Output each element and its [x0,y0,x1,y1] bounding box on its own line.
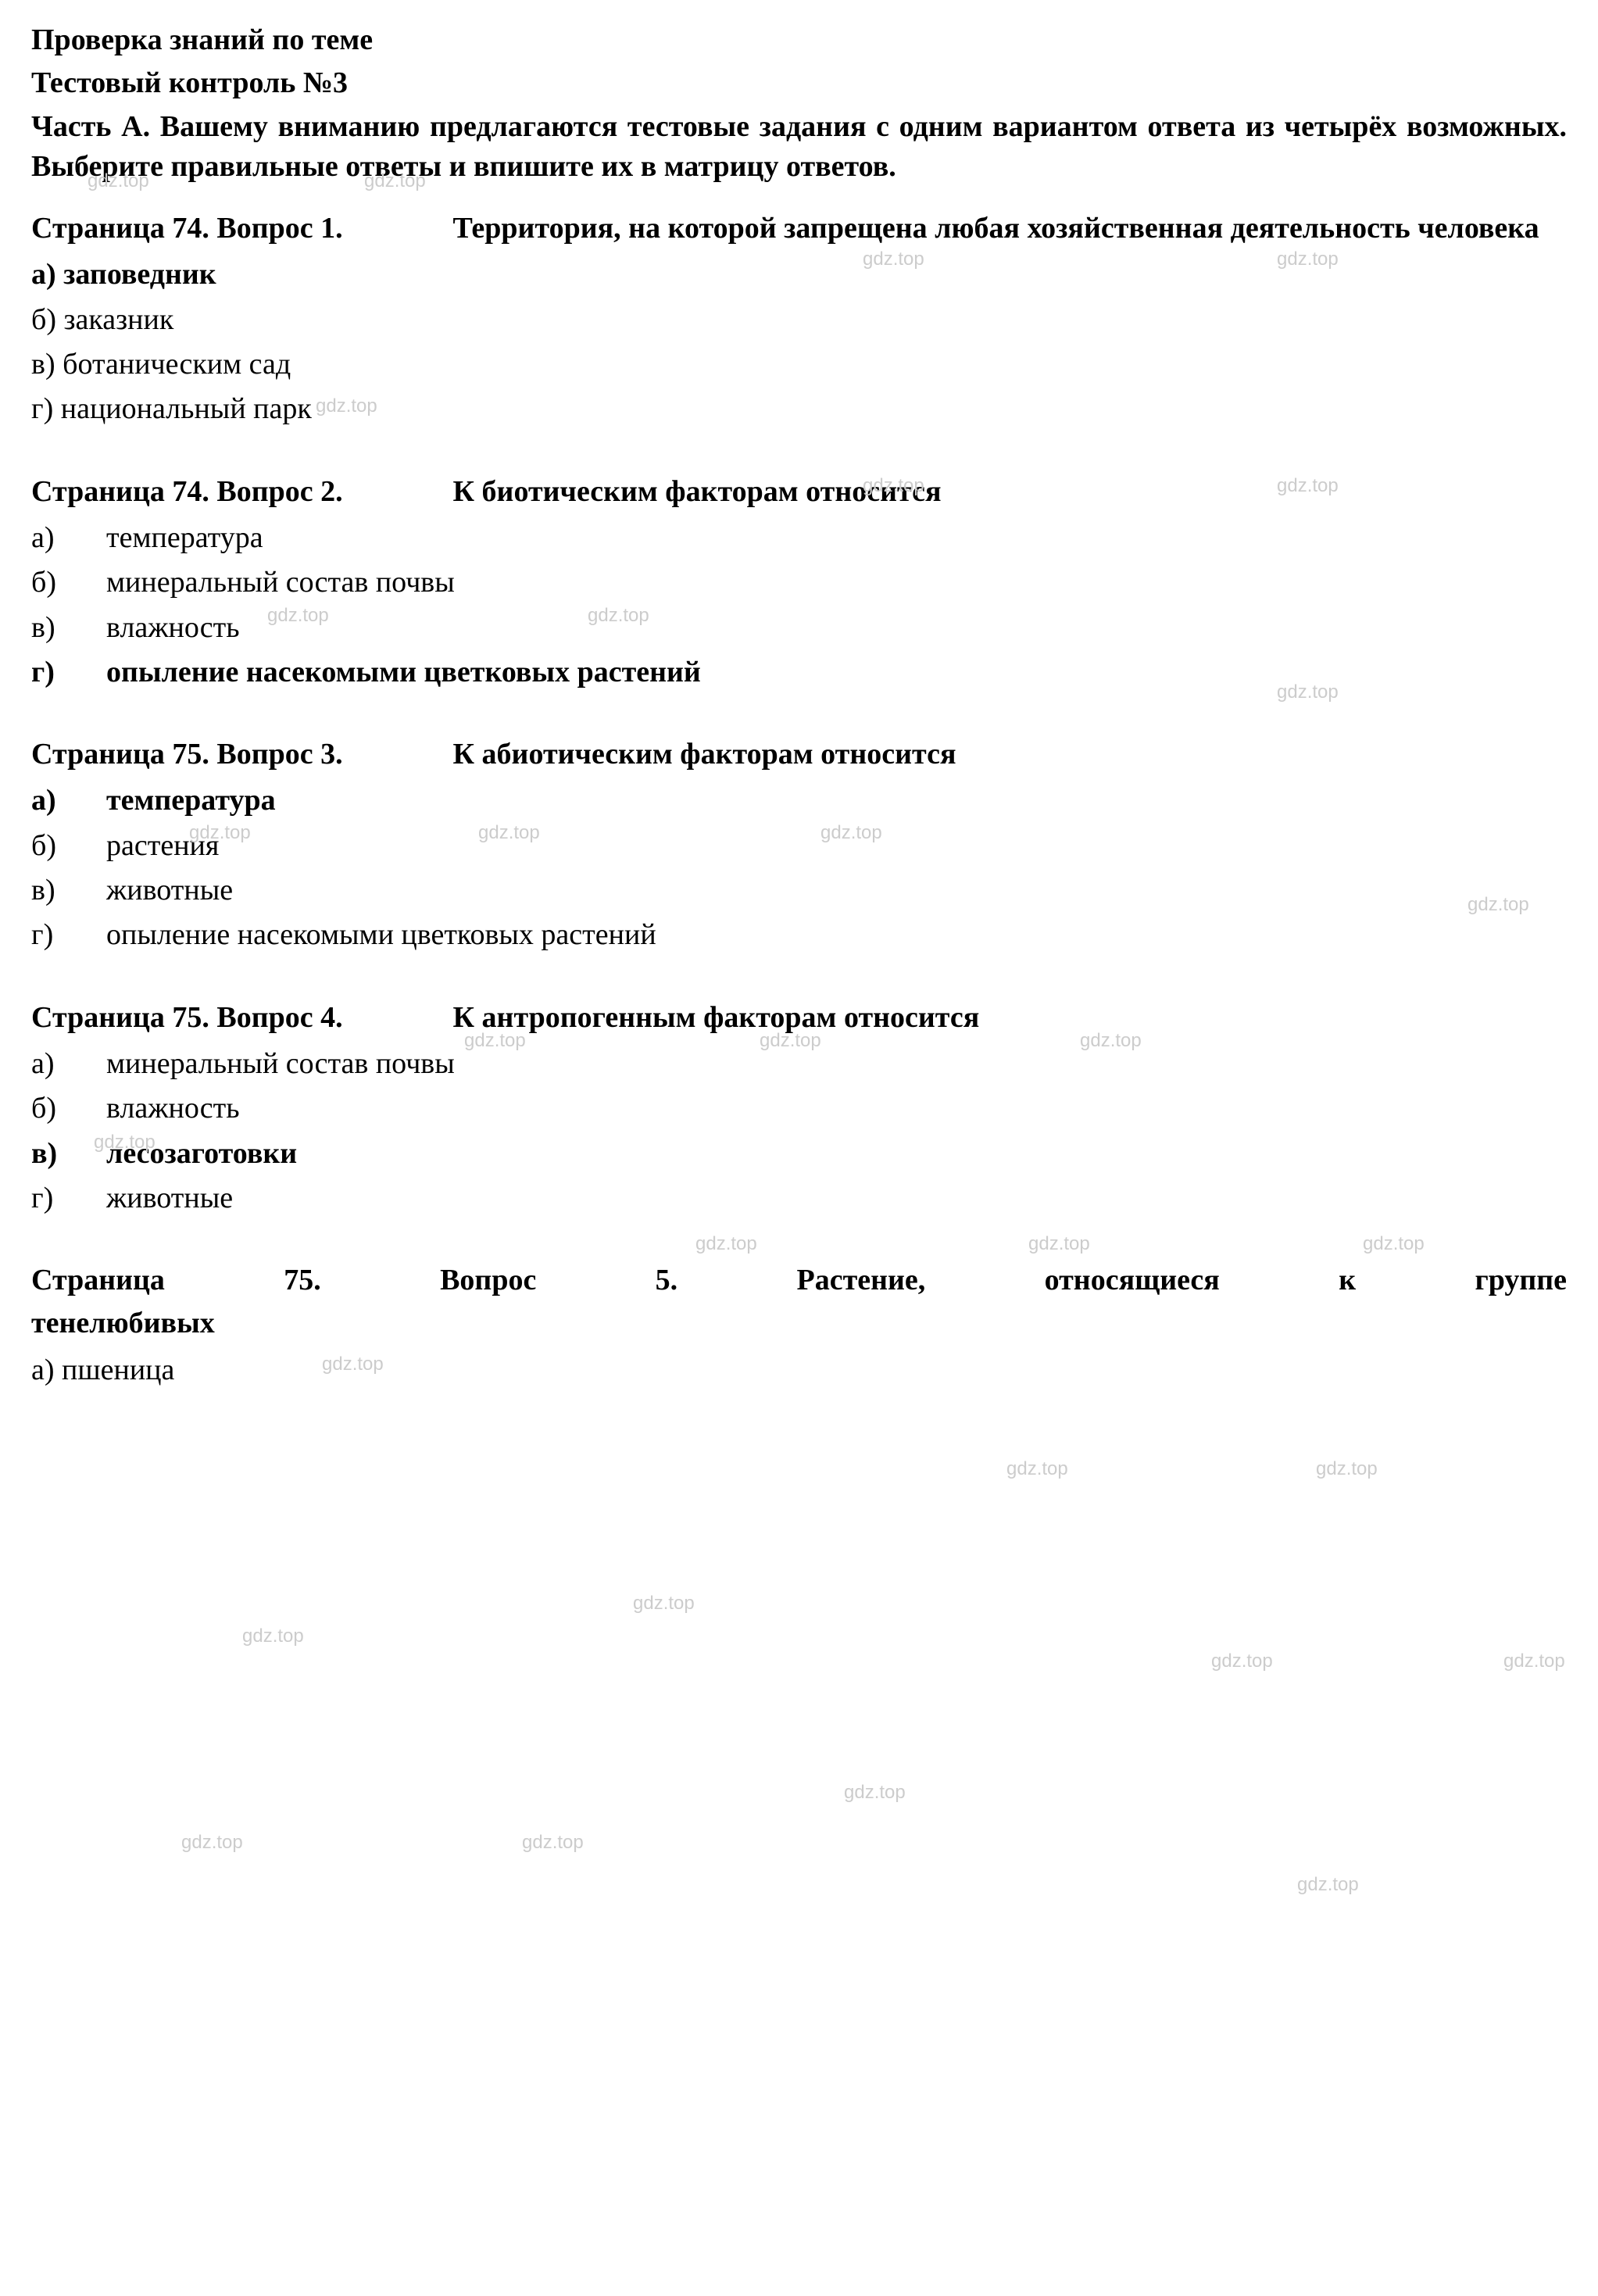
part-a-intro: Часть А. Вашему вниманию предлагаются те… [31,107,1567,188]
option-text: заповедник [63,258,216,291]
header-line-1: Проверка знаний по теме [31,20,1567,60]
option-text: опыление насекомыми цветковых растений [106,915,656,955]
option-text: животные [106,1178,233,1218]
question-block: Страница 75. Вопрос 4. К антропогенным ф… [31,998,1567,1218]
question-text-part: к [1339,1264,1475,1296]
option-text: заказник [64,303,174,336]
answer-option: г)опыление насекомыми цветковых растений [31,915,1567,955]
header-line-2: Тестовый контроль №3 [31,63,1567,103]
answer-option: а)температура [31,518,1567,558]
option-text: минеральный состав почвы [106,563,455,603]
option-letter: а) [31,518,106,558]
answer-option: в) ботаническим сад [31,345,1567,384]
question-lead: Страница 75. Вопрос 4. [31,998,445,1038]
question-text: К абиотическим факторам относится [445,738,956,771]
option-letter: г) [31,915,106,955]
watermark-text: gdz.top [844,1780,906,1805]
question-block: Страница 74. Вопрос 1. Территория, на ко… [31,209,1567,429]
option-letter: г) [31,1178,106,1218]
answer-option: а) пшеница [31,1350,1567,1390]
question-title: Страница 74. Вопрос 1. Территория, на ко… [31,209,1567,249]
option-letter: а) [31,781,106,821]
option-text: растения [106,826,219,866]
question-lead: Страница 74. Вопрос 2. [31,472,445,512]
answer-option: а)минеральный состав почвы [31,1044,1567,1084]
watermark-text: gdz.top [1316,1457,1378,1482]
answer-option: б) заказник [31,300,1567,340]
question-title: Страница 75. Вопрос 3. К абиотическим фа… [31,735,1567,774]
watermark-text: gdz.top [1211,1649,1273,1674]
option-letter: г) [31,653,106,692]
option-text: ботаническим сад [63,348,291,381]
watermark-text: gdz.top [633,1591,695,1616]
answer-option: г)опыление насекомыми цветковых растений [31,653,1567,692]
answer-option: а) заповедник [31,255,1567,295]
watermark-text: gdz.top [522,1830,584,1855]
option-letter: б) [31,826,106,866]
question-text-part: Растение, [677,1264,1044,1296]
answer-option: б)растения [31,826,1567,866]
option-letter: а) [31,1354,62,1386]
option-letter: б) [31,1089,106,1128]
option-text: опыление насекомыми цветковых растений [106,653,701,692]
document-header: Проверка знаний по теме Тестовый контрол… [31,20,1567,187]
answer-option: в)влажность [31,608,1567,648]
option-text: влажность [106,1089,240,1128]
option-text: животные [106,871,233,910]
answer-option: б)минеральный состав почвы [31,563,1567,603]
question-lead: Страница 74. Вопрос 1. [31,209,445,249]
answer-option: а)температура [31,781,1567,821]
option-text: национальный парк [61,392,312,425]
question-text-part: относящиеся [1045,1264,1339,1296]
option-text: температура [106,781,276,821]
option-letter: в) [31,608,106,648]
option-text: пшеница [62,1354,174,1386]
option-letter: в) [31,348,63,381]
option-letter: в) [31,1134,106,1174]
watermark-text: gdz.top [1006,1457,1068,1482]
option-letter: в) [31,871,106,910]
answer-option: в)животные [31,871,1567,910]
watermark-text: gdz.top [1503,1649,1565,1674]
answer-option: г)животные [31,1178,1567,1218]
option-text: лесозаготовки [106,1134,297,1174]
question-block: Страница 74. Вопрос 2. К биотическим фак… [31,472,1567,692]
question-title-line2: тенелюбивых [31,1304,1567,1343]
question-lead: Страница 75. Вопрос 5. [31,1264,677,1296]
questions-container: Страница 74. Вопрос 1. Территория, на ко… [31,209,1567,1390]
question-title: Страница 74. Вопрос 2. К биотическим фак… [31,472,1567,512]
watermark-text: gdz.top [181,1830,243,1855]
question-text-part: группе [1475,1264,1567,1296]
option-text: влажность [106,608,240,648]
question-block: Страница 75. Вопрос 5. Растение, относящ… [31,1261,1567,1390]
option-letter: б) [31,303,64,336]
question-text: Территория, на которой запрещена любая х… [445,212,1539,245]
watermark-text: gdz.top [242,1624,304,1649]
option-text: минеральный состав почвы [106,1044,455,1084]
question-text: К биотическим факторам относится [445,475,942,508]
option-letter: г) [31,392,61,425]
answer-option: г) национальный парк [31,389,1567,429]
question-lead: Страница 75. Вопрос 3. [31,735,445,774]
question-title: Страница 75. Вопрос 5. Растение, относящ… [31,1261,1567,1300]
option-letter: а) [31,258,63,291]
answer-option: б)влажность [31,1089,1567,1128]
option-letter: а) [31,1044,106,1084]
answer-option: в)лесозаготовки [31,1134,1567,1174]
option-text: температура [106,518,263,558]
question-block: Страница 75. Вопрос 3. К абиотическим фа… [31,735,1567,955]
option-letter: б) [31,563,106,603]
question-text: К антропогенным факторам относится [445,1001,979,1034]
watermark-text: gdz.top [1297,1872,1359,1897]
question-title: Страница 75. Вопрос 4. К антропогенным ф… [31,998,1567,1038]
